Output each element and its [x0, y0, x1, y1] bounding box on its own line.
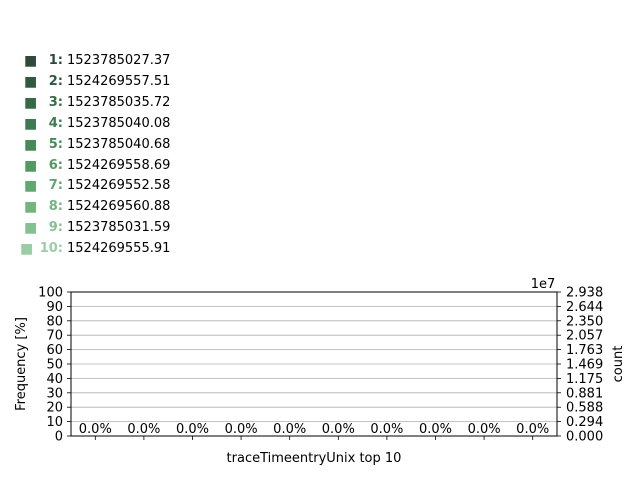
- legend-rank: 4:: [48, 115, 63, 131]
- x-axis-label: traceTimeentryUnix top 10: [227, 451, 402, 466]
- legend-swatch-icon: ■: [24, 73, 38, 90]
- y2-tick-label: 2.057: [566, 329, 603, 344]
- legend-value: 1524269555.91: [67, 241, 171, 257]
- legend-swatch-icon: ■: [24, 178, 38, 195]
- bar-value-label: 0.0%: [419, 422, 452, 437]
- legend-item: ■ 6: 1524269558.69: [0, 156, 260, 176]
- y2-tick-label: 1.469: [566, 358, 603, 373]
- legend-swatch-icon: ■: [24, 94, 38, 111]
- bar-value-label: 0.0%: [127, 422, 160, 437]
- legend-item: ■ 5: 1523785040.68: [0, 135, 260, 155]
- legend-value: 1523785040.68: [67, 136, 171, 152]
- legend-swatch-icon: ■: [24, 199, 38, 216]
- legend-value: 1523785027.37: [67, 53, 171, 68]
- bar-value-label: 0.0%: [225, 422, 258, 437]
- y-axis-label: Frequency [%]: [14, 317, 29, 411]
- bar-value-label: 0.0%: [516, 422, 549, 437]
- legend-rank: 3:: [48, 94, 63, 110]
- legend-rank: 5:: [48, 136, 63, 152]
- legend-rank: 1:: [48, 53, 63, 68]
- y-tick-label: 70: [46, 329, 63, 344]
- legend-rank: 10:: [39, 241, 63, 257]
- y2-axis-label: count: [611, 346, 626, 383]
- y-tick-label: 100: [38, 286, 63, 301]
- y2-tick-label: 2.644: [566, 300, 603, 315]
- y2-axis-ticks: 0.0000.2940.5880.8811.1751.4691.7632.057…: [557, 286, 603, 445]
- legend-item: ■ 4: 1523785040.08: [0, 114, 260, 134]
- legend-rank: 6:: [48, 157, 63, 173]
- y-tick-label: 10: [46, 415, 63, 430]
- y-tick-label: 50: [46, 358, 63, 373]
- legend-item: ■ 9: 1523785031.59: [0, 218, 260, 238]
- bar-value-label: 0.0%: [273, 422, 306, 437]
- legend-swatch-icon: ■: [24, 53, 38, 69]
- y2-offset-label: 1e7: [531, 277, 556, 292]
- legend-rank: 9:: [48, 220, 63, 236]
- legend-value: 1523785035.72: [67, 94, 171, 110]
- legend-value: 1523785031.59: [67, 220, 171, 236]
- legend-value: 1524269558.69: [67, 157, 171, 173]
- legend-item: ■ 1: 1523785027.37: [0, 51, 260, 71]
- y-tick-label: 60: [46, 343, 63, 358]
- y-tick-label: 40: [46, 372, 63, 387]
- y2-tick-label: 0.294: [566, 415, 603, 430]
- legend-swatch-icon: ■: [24, 157, 38, 174]
- legend-item: ■ 7: 1524269552.58: [0, 176, 260, 196]
- y2-tick-label: 0.000: [566, 430, 603, 445]
- legend: ■ 1: 1523785027.37 ■ 2: 1524269557.51 ■ 3: 15237…: [0, 51, 260, 259]
- y2-tick-label: 2.938: [566, 286, 603, 301]
- y-tick-label: 80: [46, 314, 63, 329]
- bar-value-label: 0.0%: [468, 422, 501, 437]
- bar-labels: 0.0% 0.0% 0.0% 0.0% 0.0% 0.0% 0.0% 0.0% 0.0% 0.0%: [79, 422, 549, 437]
- legend-value: 1523785040.08: [67, 115, 171, 131]
- legend-swatch-icon: ■: [20, 241, 34, 258]
- legend-value: 1524269557.51: [67, 73, 171, 89]
- bar-value-label: 0.0%: [79, 422, 112, 437]
- legend-rank: 8:: [48, 199, 63, 215]
- y2-tick-label: 1.763: [566, 343, 603, 358]
- y-tick-label: 0: [55, 430, 63, 445]
- y-tick-label: 20: [46, 401, 63, 416]
- y2-tick-label: 2.350: [566, 314, 603, 329]
- bar-value-label: 0.0%: [322, 422, 355, 437]
- y2-tick-label: 0.881: [566, 386, 603, 401]
- legend-swatch-icon: ■: [24, 115, 38, 132]
- legend-item: ■ 8: 1524269560.88: [0, 197, 260, 217]
- legend-item: ■ 2: 1524269557.51: [0, 72, 260, 92]
- legend-rank: 2:: [48, 73, 63, 89]
- grid-lines: [71, 305, 557, 423]
- x-axis-ticks: [94, 436, 534, 440]
- legend-item: ■ 3: 1523785035.72: [0, 93, 260, 113]
- y-tick-label: 90: [46, 300, 63, 315]
- y-tick-label: 30: [46, 386, 63, 401]
- y2-tick-label: 1.175: [566, 372, 603, 387]
- legend-swatch-icon: ■: [24, 220, 38, 237]
- legend-rank: 7:: [48, 178, 63, 194]
- legend-value: 1524269552.58: [67, 178, 171, 194]
- bar-value-label: 0.0%: [370, 422, 403, 437]
- y2-tick-label: 0.588: [566, 401, 603, 416]
- legend-swatch-icon: ■: [24, 136, 38, 153]
- bar-value-label: 0.0%: [176, 422, 209, 437]
- legend-item: ■ 10: 1524269555.91: [0, 239, 260, 259]
- legend-value: 1524269560.88: [67, 199, 171, 215]
